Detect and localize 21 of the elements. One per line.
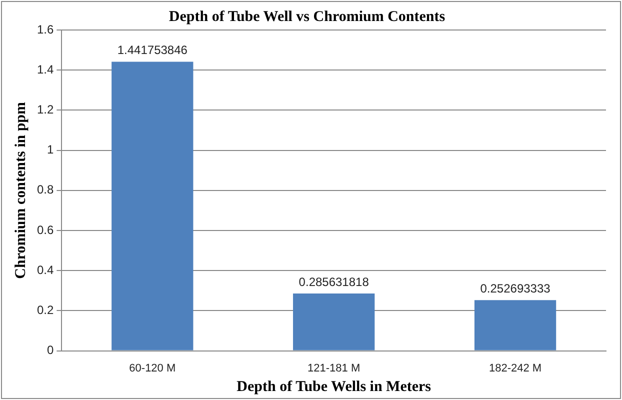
data-label: 0.252693333 (480, 281, 551, 296)
y-tick-label: 1.2 (36, 102, 54, 117)
y-tick-label: 1 (46, 142, 54, 157)
y-tick-label: 0.2 (36, 303, 54, 318)
y-tick-label: 0 (46, 343, 54, 358)
y-tick-label: 1.6 (36, 22, 54, 36)
data-label: 1.441753846 (117, 43, 188, 58)
chart-title: Depth of Tube Well vs Chromium Contents (168, 8, 446, 25)
y-axis-title: Chromium contents in ppm (12, 101, 29, 279)
data-label: 0.285631818 (298, 274, 370, 289)
x-tick-label: 60-120 M (129, 362, 176, 374)
y-tick-label: 1.4 (36, 62, 54, 76)
x-tick-label: 182-242 M (488, 362, 542, 374)
bar (293, 294, 375, 350)
y-tick-label: 0.8 (36, 182, 54, 197)
x-tick-label: 121-181 M (308, 362, 360, 374)
x-axis-title: Depth of Tube Wells in Meters (236, 378, 432, 395)
y-tick-label: 0.4 (36, 262, 54, 277)
y-tick-label: 0.6 (36, 222, 54, 237)
bar (474, 300, 556, 350)
bar (112, 62, 194, 350)
